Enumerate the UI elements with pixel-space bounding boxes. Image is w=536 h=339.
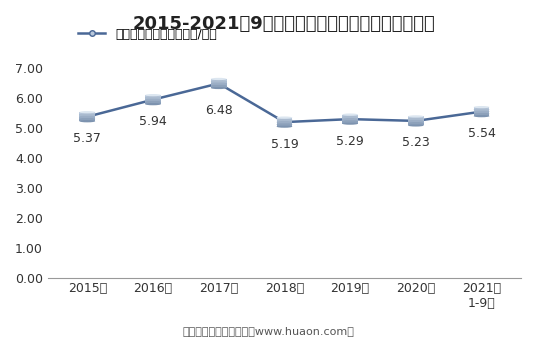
Polygon shape xyxy=(211,83,227,86)
Ellipse shape xyxy=(145,96,161,99)
Text: 6.48: 6.48 xyxy=(205,104,233,117)
Ellipse shape xyxy=(408,120,424,122)
Ellipse shape xyxy=(79,120,95,122)
Polygon shape xyxy=(343,121,358,124)
Polygon shape xyxy=(474,109,489,112)
Polygon shape xyxy=(145,102,161,104)
Ellipse shape xyxy=(277,121,292,123)
Polygon shape xyxy=(79,119,95,121)
Polygon shape xyxy=(79,115,95,117)
Ellipse shape xyxy=(211,78,227,80)
Ellipse shape xyxy=(474,108,489,111)
Text: 5.23: 5.23 xyxy=(402,137,430,149)
Text: 制图：华经产业研究院（www.huaon.com）: 制图：华经产业研究院（www.huaon.com） xyxy=(182,326,354,336)
Polygon shape xyxy=(343,115,358,117)
Text: 5.94: 5.94 xyxy=(139,115,167,128)
Ellipse shape xyxy=(343,118,358,120)
Text: 5.54: 5.54 xyxy=(467,127,495,140)
Polygon shape xyxy=(79,117,95,119)
Ellipse shape xyxy=(408,124,424,126)
Polygon shape xyxy=(408,123,424,125)
Text: 5.29: 5.29 xyxy=(336,135,364,148)
Ellipse shape xyxy=(343,116,358,118)
Ellipse shape xyxy=(145,103,161,105)
Ellipse shape xyxy=(211,84,227,87)
Ellipse shape xyxy=(277,125,292,128)
Polygon shape xyxy=(211,86,227,88)
Ellipse shape xyxy=(474,115,489,117)
Polygon shape xyxy=(408,119,424,121)
Polygon shape xyxy=(277,122,292,124)
Polygon shape xyxy=(211,79,227,81)
Polygon shape xyxy=(343,117,358,119)
Ellipse shape xyxy=(474,111,489,113)
Ellipse shape xyxy=(145,94,161,96)
Polygon shape xyxy=(474,114,489,116)
Polygon shape xyxy=(145,97,161,100)
Polygon shape xyxy=(408,121,424,123)
Ellipse shape xyxy=(277,117,292,119)
Polygon shape xyxy=(277,120,292,122)
Ellipse shape xyxy=(277,119,292,121)
Polygon shape xyxy=(408,116,424,119)
Ellipse shape xyxy=(408,115,424,118)
Ellipse shape xyxy=(211,80,227,82)
Polygon shape xyxy=(474,112,489,114)
Ellipse shape xyxy=(343,122,358,125)
Ellipse shape xyxy=(211,82,227,85)
Polygon shape xyxy=(277,118,292,120)
Ellipse shape xyxy=(408,122,424,124)
Text: 5.19: 5.19 xyxy=(271,138,299,151)
Title: 2015-2021年9月郑州商品交易所白糖期货成交均价: 2015-2021年9月郑州商品交易所白糖期货成交均价 xyxy=(133,15,436,33)
Ellipse shape xyxy=(474,106,489,108)
Polygon shape xyxy=(343,119,358,121)
Ellipse shape xyxy=(343,120,358,122)
Legend: 白糖期货成交均价（万元/手）: 白糖期货成交均价（万元/手） xyxy=(78,28,217,41)
Ellipse shape xyxy=(79,111,95,113)
Ellipse shape xyxy=(145,99,161,101)
Ellipse shape xyxy=(211,87,227,89)
Polygon shape xyxy=(79,112,95,115)
Ellipse shape xyxy=(277,123,292,125)
Ellipse shape xyxy=(79,118,95,120)
Ellipse shape xyxy=(343,114,358,116)
Text: 5.37: 5.37 xyxy=(73,132,101,145)
Polygon shape xyxy=(145,95,161,97)
Polygon shape xyxy=(474,107,489,109)
Polygon shape xyxy=(277,124,292,126)
Polygon shape xyxy=(145,100,161,102)
Ellipse shape xyxy=(145,101,161,103)
Ellipse shape xyxy=(408,118,424,120)
Ellipse shape xyxy=(474,113,489,115)
Polygon shape xyxy=(211,81,227,83)
Ellipse shape xyxy=(79,116,95,118)
Ellipse shape xyxy=(79,113,95,116)
